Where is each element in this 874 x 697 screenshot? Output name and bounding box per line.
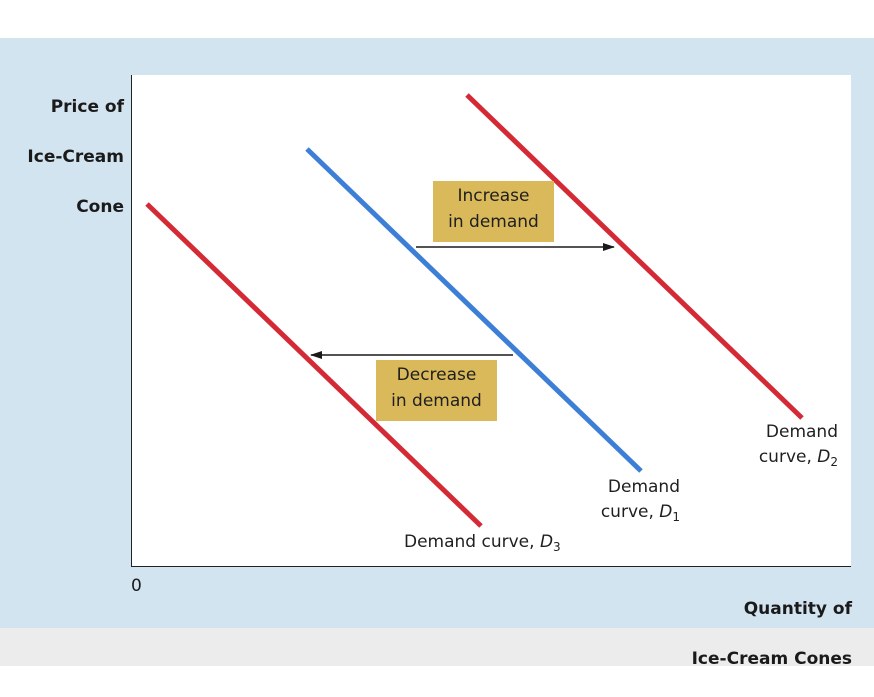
d2-label-subscript: 2: [830, 455, 838, 469]
y-axis-label-line2: Ice-Cream: [27, 147, 124, 167]
decrease-box-line2: in demand: [391, 391, 482, 411]
d1-label-subscript: 1: [672, 510, 680, 524]
bottom-strip: [0, 628, 874, 666]
demand-curve-d1-line: [305, 147, 643, 473]
d1-label-line1: Demand: [607, 477, 680, 497]
y-axis-label-line3: Cone: [76, 197, 124, 217]
d3-label-symbol: D: [539, 532, 554, 552]
x-axis-label: Quantity of Ice-Cream Cones: [692, 572, 852, 697]
d2-label-prefix: curve,: [758, 447, 818, 467]
demand-curve-d2-line: [465, 93, 804, 420]
y-axis-label: Price of Ice-Cream Cone: [27, 70, 124, 245]
increase-box-line2: in demand: [448, 212, 539, 232]
plot-area: [131, 75, 851, 567]
d2-label-line1: Demand: [765, 422, 838, 442]
decrease-in-demand-box: Decrease in demand: [376, 360, 497, 421]
origin-label: 0: [131, 576, 142, 596]
demand-curve-d1-label: Demand curve, D1: [601, 475, 680, 525]
y-axis-label-line1: Price of: [50, 97, 124, 117]
d2-label-symbol: D: [817, 447, 831, 467]
x-axis-label-line1: Quantity of: [743, 599, 852, 619]
d1-label-symbol: D: [659, 502, 673, 522]
increase-box-line1: Increase: [457, 186, 530, 206]
d1-label-line2: curve, D1: [601, 500, 680, 525]
demand-curve-d3-line: [145, 202, 483, 528]
d1-label-prefix: curve,: [600, 502, 660, 522]
x-axis-label-line2: Ice-Cream Cones: [691, 649, 852, 669]
demand-diagram: [145, 93, 804, 528]
demand-curve-d3-label: Demand curve, D3: [404, 530, 561, 555]
d3-label-subscript: 3: [553, 540, 561, 554]
demand-curve-d2-label: Demand curve, D2: [759, 420, 838, 470]
increase-in-demand-box: Increase in demand: [433, 181, 554, 242]
d3-label-prefix: Demand curve,: [404, 532, 540, 552]
d2-label-line2: curve, D2: [759, 445, 838, 470]
decrease-box-line1: Decrease: [396, 365, 477, 385]
